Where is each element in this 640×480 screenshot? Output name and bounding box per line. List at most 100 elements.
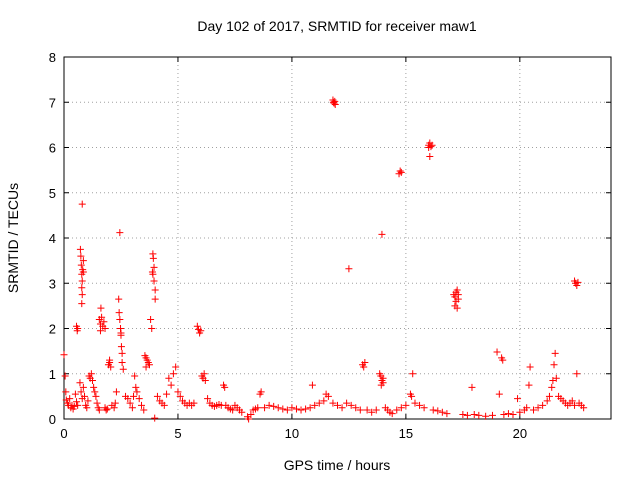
- data-point: [393, 406, 401, 414]
- data-point: [315, 399, 323, 407]
- data-point: [361, 358, 369, 366]
- data-point: [338, 404, 346, 412]
- data-point: [153, 392, 161, 400]
- data-point: [550, 361, 558, 369]
- data-point: [454, 295, 462, 303]
- data-point: [334, 401, 341, 409]
- data-point: [426, 153, 434, 161]
- data-point: [514, 395, 522, 403]
- data-point: [176, 392, 184, 400]
- data-point: [265, 401, 273, 409]
- data-point: [482, 412, 490, 420]
- data-point: [500, 410, 508, 418]
- data-point: [160, 401, 168, 409]
- data-point: [131, 372, 139, 380]
- data-point: [552, 374, 560, 382]
- data-point: [130, 392, 138, 400]
- x-tick-label: 15: [399, 426, 413, 441]
- data-point: [306, 404, 314, 412]
- data-point: [356, 406, 364, 414]
- data-point: [475, 411, 483, 419]
- data-point: [526, 363, 534, 371]
- data-point: [150, 277, 158, 285]
- data-point: [96, 327, 104, 335]
- data-point: [165, 374, 173, 382]
- data-point: [116, 315, 124, 323]
- data-point: [78, 300, 86, 308]
- data-point: [330, 99, 338, 107]
- data-point: [118, 358, 126, 366]
- data-point: [324, 392, 332, 400]
- y-tick-label: 6: [49, 141, 56, 156]
- data-point: [509, 410, 517, 418]
- data-point: [101, 325, 109, 332]
- data-point: [106, 356, 114, 364]
- data-point: [60, 351, 68, 359]
- data-point: [238, 408, 246, 416]
- data-point: [174, 388, 182, 396]
- data-point: [100, 318, 108, 326]
- data-point: [363, 406, 371, 414]
- data-point: [140, 406, 148, 414]
- data-point: [169, 370, 177, 378]
- data-point: [453, 286, 461, 294]
- data-point: [329, 399, 337, 407]
- data-point: [76, 245, 84, 253]
- data-point: [77, 252, 85, 260]
- data-point: [79, 268, 87, 276]
- data-point: [283, 406, 291, 414]
- data-point: [388, 410, 396, 418]
- y-tick-label: 7: [49, 95, 56, 110]
- y-tick-label: 0: [49, 412, 56, 427]
- data-point: [107, 363, 115, 371]
- data-point: [84, 397, 92, 405]
- data-point: [409, 370, 417, 378]
- data-point: [360, 363, 368, 371]
- data-point: [150, 263, 158, 271]
- data-point: [311, 401, 319, 409]
- data-point: [118, 349, 126, 357]
- data-point: [102, 406, 110, 414]
- data-point: [468, 383, 476, 391]
- data-point: [530, 406, 538, 414]
- data-point: [292, 405, 300, 413]
- data-point: [377, 381, 385, 389]
- x-tick-label: 0: [60, 426, 67, 441]
- data-point: [167, 381, 175, 389]
- data-point: [331, 97, 339, 105]
- data-point: [78, 284, 86, 292]
- data-point: [548, 383, 556, 391]
- data-point: [408, 392, 416, 400]
- data-points: [60, 96, 588, 423]
- data-point: [103, 405, 111, 413]
- data-point: [254, 404, 262, 412]
- data-point: [378, 230, 386, 238]
- data-point: [347, 401, 355, 409]
- data-point: [571, 401, 579, 409]
- data-point: [297, 406, 305, 414]
- y-axis-label: SRMTID / TECUs: [5, 183, 21, 293]
- data-point: [397, 168, 405, 176]
- data-point: [329, 98, 337, 106]
- data-point: [368, 408, 376, 416]
- data-point: [116, 229, 124, 237]
- data-point: [93, 399, 101, 407]
- y-tick-label: 1: [49, 367, 56, 382]
- data-point: [279, 405, 287, 413]
- data-point: [516, 408, 524, 416]
- data-point: [416, 401, 424, 409]
- data-point: [543, 397, 551, 405]
- data-point: [112, 388, 120, 396]
- data-point: [201, 377, 209, 385]
- data-point: [83, 404, 91, 412]
- data-point: [151, 414, 159, 422]
- data-point: [74, 401, 82, 409]
- data-point: [111, 399, 119, 407]
- data-point: [495, 390, 503, 398]
- data-point: [148, 268, 156, 276]
- data-point: [62, 388, 70, 396]
- data-point: [133, 388, 141, 396]
- data-point: [453, 304, 461, 312]
- data-point: [568, 397, 576, 405]
